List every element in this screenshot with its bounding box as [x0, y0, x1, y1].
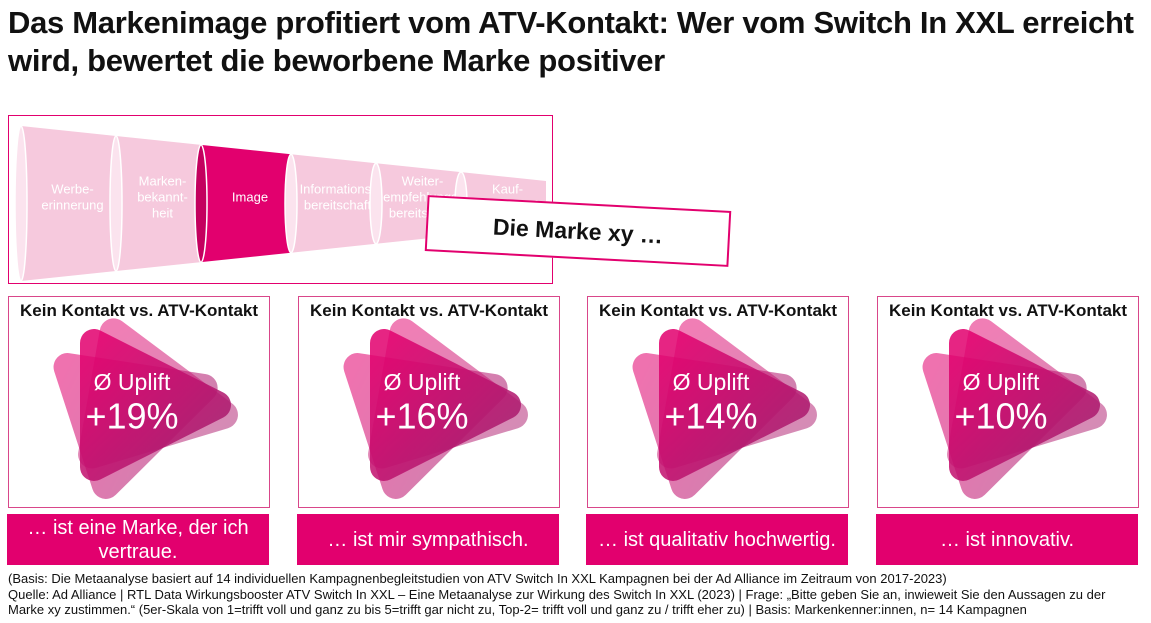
funnel-label: Weiter-: [402, 173, 444, 188]
card-header: Kein Kontakt vs. ATV-Kontakt: [598, 301, 838, 320]
card-header: Kein Kontakt vs. ATV-Kontakt: [309, 301, 549, 320]
funnel-stage: [201, 144, 291, 263]
funnel-label: Marken-: [139, 173, 187, 188]
funnel-ring: [284, 153, 298, 254]
statement: … ist mir sympathisch.: [297, 514, 559, 565]
funnel-ring: [194, 144, 208, 263]
title: Das Markenimage profitiert vom ATV-Konta…: [8, 5, 1134, 78]
statement: … ist innovativ.: [876, 514, 1138, 565]
funnel-stage: [116, 135, 201, 272]
funnel-stage: [291, 154, 376, 253]
statement: … ist qualitativ hochwertig.: [586, 514, 848, 565]
play-shape: [659, 329, 810, 481]
play-shape: [80, 329, 231, 481]
uplift-value: +19%: [85, 396, 178, 437]
uplift-label: Ø Uplift: [384, 369, 461, 395]
funnel-graphic: Werbe-erinnerung Marken-bekannt-heit Image…: [14, 125, 546, 282]
funnel-label: Werbe-: [51, 181, 93, 196]
card: Kein Kontakt vs. ATV-Kontakt Ø Uplift +16%: [298, 296, 560, 508]
card: Kein Kontakt vs. ATV-Kontakt Ø Uplift +10%: [877, 296, 1139, 508]
funnel-label: Kauf-: [492, 181, 523, 196]
play-icon: Ø Uplift+16%: [343, 318, 528, 499]
funnel-ring: [109, 135, 123, 272]
card: Kein Kontakt vs. ATV-Kontakt Ø Uplift +19%: [8, 296, 270, 508]
funnel-label: erinnerung: [41, 197, 103, 212]
funnel-stage: [21, 126, 116, 281]
play-shape: [949, 329, 1100, 481]
funnel-label: heit: [152, 205, 173, 220]
footnote: (Basis: Die Metaanalyse basiert auf 14 i…: [8, 571, 1148, 618]
card-header: Kein Kontakt vs. ATV-Kontakt: [19, 301, 259, 320]
card-header: Kein Kontakt vs. ATV-Kontakt: [888, 301, 1128, 320]
funnel-label: Informations-: [300, 181, 376, 196]
funnel-label: bereitschaft: [304, 197, 372, 212]
funnel: Werbe-erinnerung Marken-bekannt-heit Image…: [8, 115, 553, 284]
funnel-ring: [369, 162, 383, 245]
funnel-label: Image: [232, 189, 268, 204]
funnel-label: bekannt-: [137, 189, 188, 204]
card: Kein Kontakt vs. ATV-Kontakt Ø Uplift +14%: [587, 296, 849, 508]
uplift-value: +16%: [375, 396, 468, 437]
footnote-line: Quelle: Ad Alliance | RTL Data Wirkungsb…: [8, 586, 1106, 602]
play-icon: Ø Uplift+10%: [922, 318, 1107, 499]
footnote-line: Marke xy zustimmen.“ (5er-Skala von 1=tr…: [8, 602, 1027, 617]
play-icon: Ø Uplift+19%: [53, 318, 238, 499]
uplift-value: +14%: [664, 396, 757, 437]
play-icon: Ø Uplift+14%: [632, 318, 817, 499]
statement: … ist eine Marke, der ich vertraue.: [7, 514, 269, 565]
funnel-ring: [14, 125, 28, 282]
uplift-label: Ø Uplift: [673, 369, 750, 395]
uplift-value: +10%: [954, 396, 1047, 437]
footnote-line: (Basis: Die Metaanalyse basiert auf 14 i…: [8, 571, 947, 586]
play-shape: [370, 329, 521, 481]
uplift-label: Ø Uplift: [94, 369, 171, 395]
uplift-label: Ø Uplift: [963, 369, 1040, 395]
